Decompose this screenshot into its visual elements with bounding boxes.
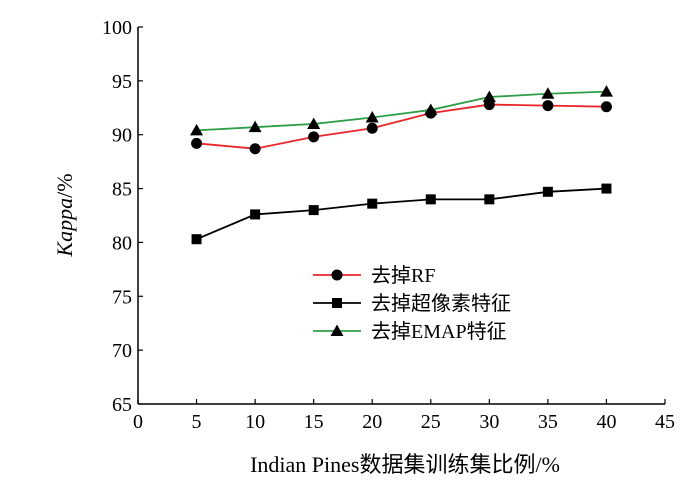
legend-label: 去掉超像素特征 bbox=[371, 292, 511, 315]
data-point-circle bbox=[249, 143, 261, 155]
axes bbox=[137, 27, 665, 405]
y-tick-label: 65 bbox=[112, 394, 132, 416]
x-tick-label: 40 bbox=[596, 411, 616, 433]
data-point-circle bbox=[542, 100, 554, 112]
y-tick-label: 85 bbox=[112, 179, 132, 201]
data-point-circle bbox=[600, 101, 612, 113]
series-2 bbox=[191, 183, 612, 245]
data-point-triangle bbox=[307, 117, 321, 129]
y-tick-label: 70 bbox=[112, 340, 132, 362]
data-point-square bbox=[425, 194, 436, 205]
x-tick-label: 5 bbox=[192, 411, 202, 433]
series-3 bbox=[190, 85, 613, 136]
data-point-square bbox=[542, 186, 553, 197]
y-tick-label: 100 bbox=[102, 17, 132, 39]
data-point-triangle bbox=[248, 120, 262, 133]
data-point-square bbox=[367, 198, 378, 209]
data-point-triangle bbox=[365, 110, 379, 123]
x-tick-label: 45 bbox=[655, 411, 675, 433]
legend-marker-square bbox=[332, 298, 342, 308]
x-axis-ticks: 0 5 10 15 20 25 30 35 40 45 bbox=[133, 399, 675, 433]
data-point-triangle bbox=[190, 123, 204, 136]
data-point-square bbox=[250, 209, 261, 220]
series-line bbox=[196, 103, 607, 150]
data-point-circle bbox=[191, 137, 203, 149]
legend-entry: 去掉超像素特征 bbox=[313, 292, 511, 315]
legend-entry: 去掉RF bbox=[313, 264, 435, 287]
series-line bbox=[196, 90, 607, 132]
legend-label: 去掉EMAP特征 bbox=[371, 320, 507, 343]
data-point-triangle bbox=[482, 90, 496, 103]
data-point-triangle bbox=[424, 103, 438, 115]
y-tick-label: 75 bbox=[112, 286, 132, 308]
y-tick-label: 95 bbox=[112, 71, 132, 93]
x-tick-label: 25 bbox=[421, 411, 441, 433]
y-axis-title-italic: Kappa bbox=[52, 198, 77, 258]
series-line bbox=[196, 187, 607, 241]
series-1 bbox=[191, 99, 612, 155]
x-tick-label: 10 bbox=[245, 411, 265, 433]
data-point-triangle bbox=[541, 87, 555, 99]
x-tick-label: 15 bbox=[304, 411, 324, 433]
data-point-square bbox=[308, 205, 319, 216]
data-point-circle bbox=[308, 131, 320, 143]
legend-entry: 去掉EMAP特征 bbox=[313, 320, 507, 343]
y-tick-label: 90 bbox=[112, 125, 132, 147]
x-tick-label: 0 bbox=[133, 411, 143, 433]
x-tick-label: 20 bbox=[362, 411, 382, 433]
x-tick-label: 30 bbox=[479, 411, 499, 433]
series-layer bbox=[190, 85, 613, 245]
y-tick-label: 80 bbox=[112, 232, 132, 254]
x-axis-title: Indian Pines数据集训练集比例/% bbox=[250, 452, 560, 477]
legend-marker-circle bbox=[331, 269, 343, 281]
data-point-square bbox=[191, 234, 202, 245]
y-axis-ticks: 65 70 75 80 85 90 95 100 bbox=[102, 17, 143, 416]
data-point-triangle bbox=[599, 85, 613, 97]
data-point-square bbox=[484, 194, 495, 205]
data-point-square bbox=[601, 183, 612, 194]
legend-label: 去掉RF bbox=[371, 264, 435, 287]
x-tick-label: 35 bbox=[538, 411, 558, 433]
legend-marker-triangle bbox=[330, 324, 344, 336]
y-axis-title-unit: /% bbox=[52, 173, 77, 197]
y-axis-title: Kappa/% bbox=[52, 173, 77, 257]
data-point-circle bbox=[366, 122, 378, 134]
